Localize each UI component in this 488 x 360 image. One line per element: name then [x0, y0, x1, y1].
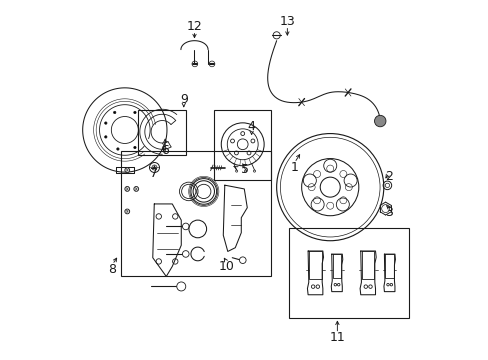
- Text: 10: 10: [218, 260, 234, 273]
- Bar: [138, 111, 185, 155]
- Text: 12: 12: [186, 20, 202, 33]
- Text: 8: 8: [108, 263, 116, 276]
- Bar: [121, 152, 271, 276]
- Text: 11: 11: [329, 332, 345, 345]
- Text: 7: 7: [150, 167, 158, 180]
- Text: 13: 13: [279, 14, 295, 27]
- Text: 3: 3: [385, 206, 392, 219]
- Circle shape: [104, 136, 107, 138]
- Bar: [288, 228, 408, 318]
- Circle shape: [113, 111, 116, 114]
- Circle shape: [239, 257, 245, 264]
- Text: 1: 1: [290, 161, 298, 174]
- Circle shape: [134, 146, 136, 149]
- Bar: [214, 111, 271, 180]
- Text: 5: 5: [241, 163, 248, 176]
- Circle shape: [117, 148, 119, 150]
- Circle shape: [182, 251, 189, 257]
- Text: 4: 4: [247, 120, 255, 133]
- Text: 9: 9: [180, 93, 187, 106]
- Circle shape: [374, 115, 385, 127]
- Circle shape: [182, 223, 189, 230]
- Text: 6: 6: [161, 144, 169, 157]
- Circle shape: [134, 111, 136, 114]
- Circle shape: [134, 186, 139, 191]
- Circle shape: [104, 122, 107, 124]
- Circle shape: [124, 168, 129, 172]
- Circle shape: [176, 282, 185, 291]
- Circle shape: [124, 186, 129, 191]
- Text: 2: 2: [385, 170, 392, 183]
- Circle shape: [124, 209, 129, 214]
